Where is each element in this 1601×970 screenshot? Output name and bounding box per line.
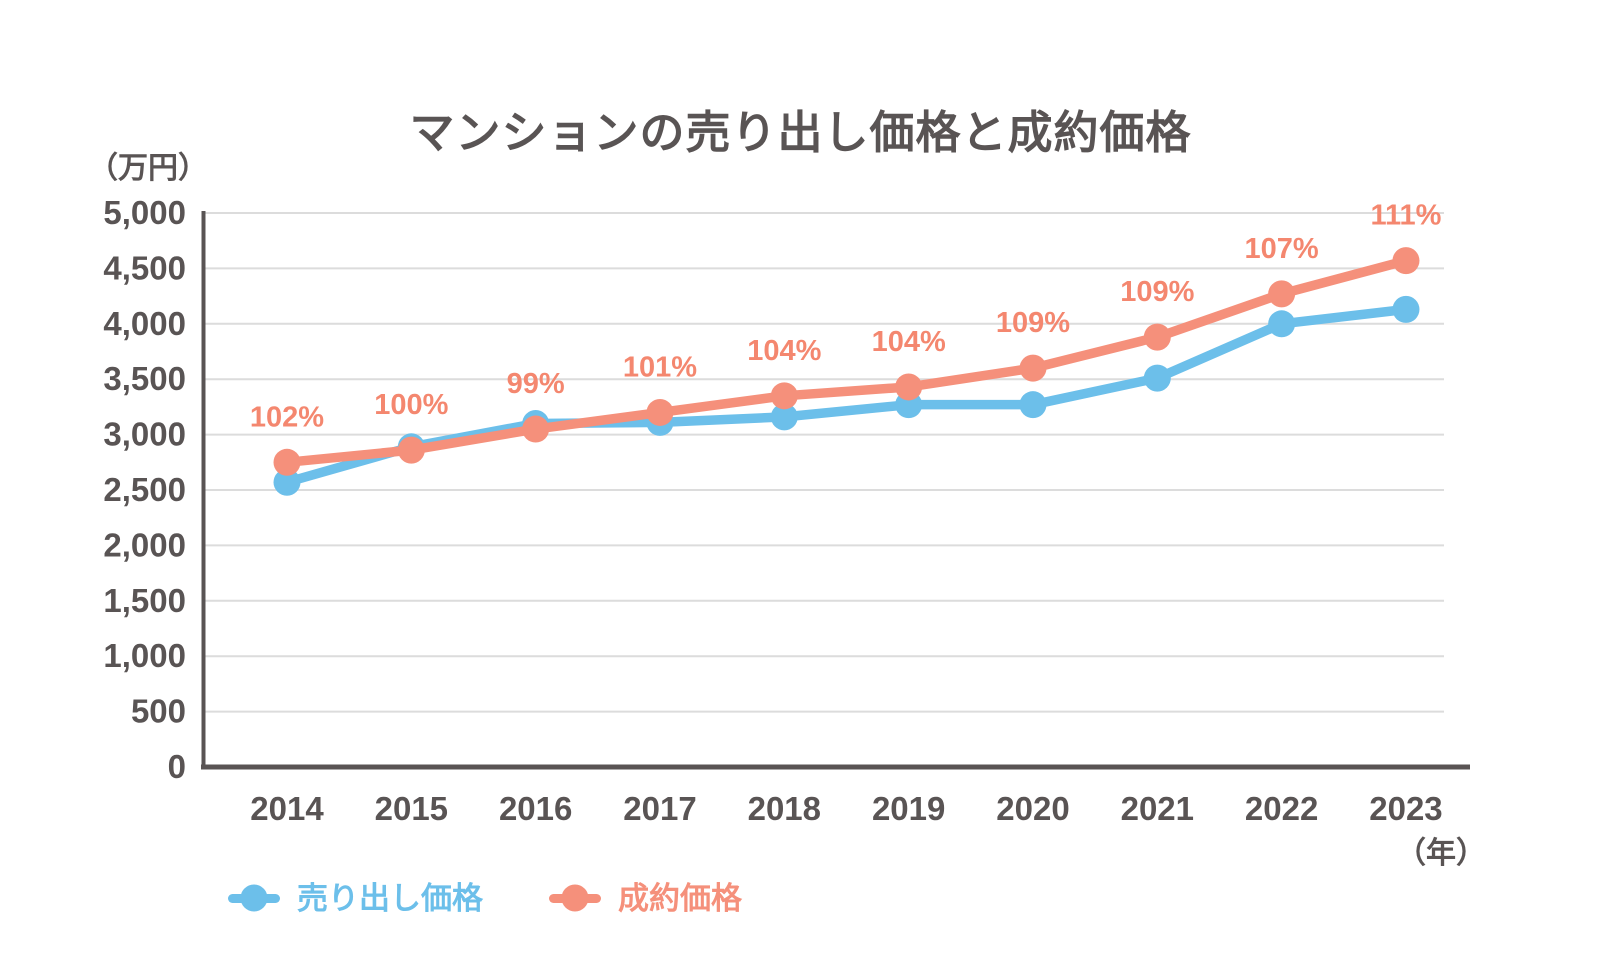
legend-item-contract-price: 成約価格 bbox=[549, 883, 742, 914]
percent-label: 109% bbox=[1120, 276, 1194, 308]
y-tick-label: 1,500 bbox=[103, 582, 186, 619]
x-tick-label: 2015 bbox=[375, 790, 448, 827]
x-tick-label: 2019 bbox=[872, 790, 945, 827]
x-tick-label: 2018 bbox=[748, 790, 821, 827]
listing-price-point bbox=[1392, 295, 1420, 323]
y-tick-label: 1,000 bbox=[103, 637, 186, 674]
contract-price-point bbox=[397, 436, 425, 464]
x-tick-label: 2014 bbox=[250, 790, 324, 827]
y-tick-label: 3,500 bbox=[103, 360, 186, 397]
percent-label: 109% bbox=[996, 307, 1070, 339]
y-tick-label: 500 bbox=[131, 693, 186, 730]
y-tick-label: 0 bbox=[168, 748, 186, 785]
legend-item-listing-price: 売り出し価格 bbox=[228, 883, 483, 914]
x-axis-unit-label: （年） bbox=[1396, 837, 1486, 870]
percent-label: 104% bbox=[747, 335, 821, 367]
legend-marker-contract-price-icon bbox=[549, 893, 601, 903]
contract-price-point bbox=[1143, 323, 1171, 351]
contract-price-point bbox=[770, 382, 798, 410]
legend-marker-listing-price-icon bbox=[228, 893, 280, 903]
y-tick-label: 4,000 bbox=[103, 305, 186, 342]
listing-price-point bbox=[1019, 391, 1047, 419]
legend-label-listing-price: 売り出し価格 bbox=[297, 880, 483, 916]
listing-price-point bbox=[273, 468, 301, 496]
percent-label: 102% bbox=[250, 401, 324, 433]
contract-price-point bbox=[1019, 354, 1047, 382]
listing-price-point bbox=[1268, 310, 1296, 338]
legend-label-contract-price: 成約価格 bbox=[618, 880, 742, 916]
contract-price-point bbox=[1268, 280, 1296, 308]
contract-price-point bbox=[895, 373, 923, 401]
x-tick-label: 2016 bbox=[499, 790, 572, 827]
x-tick-label: 2017 bbox=[623, 790, 696, 827]
legend: 売り出し価格 成約価格 bbox=[228, 866, 742, 930]
percent-label: 100% bbox=[374, 389, 448, 421]
y-tick-label: 4,500 bbox=[103, 249, 186, 286]
x-tick-label: 2022 bbox=[1245, 790, 1318, 827]
percent-label: 99% bbox=[507, 368, 565, 400]
percent-label: 107% bbox=[1245, 233, 1319, 265]
contract-price-point bbox=[1392, 247, 1420, 275]
percent-label: 101% bbox=[623, 351, 697, 383]
percent-label: 104% bbox=[872, 326, 946, 358]
listing-price-point bbox=[770, 403, 798, 431]
contract-price-point bbox=[646, 398, 674, 426]
contract-price-point bbox=[273, 448, 301, 476]
y-tick-label: 2,000 bbox=[103, 526, 186, 563]
y-tick-label: 3,000 bbox=[103, 416, 186, 453]
contract-price-point bbox=[522, 415, 550, 443]
x-tick-label: 2021 bbox=[1121, 790, 1194, 827]
percent-label: 111% bbox=[1370, 200, 1441, 232]
listing-price-point bbox=[1143, 364, 1171, 392]
y-tick-label: 5,000 bbox=[103, 194, 186, 231]
chart-title: マンションの売り出し価格と成約価格 bbox=[409, 107, 1192, 158]
y-tick-label: 2,500 bbox=[103, 471, 186, 508]
y-axis-unit-label: （万円） bbox=[88, 152, 208, 185]
x-tick-label: 2020 bbox=[996, 790, 1069, 827]
x-tick-label: 2023 bbox=[1369, 790, 1442, 827]
contract-price-line bbox=[282, 255, 1411, 468]
